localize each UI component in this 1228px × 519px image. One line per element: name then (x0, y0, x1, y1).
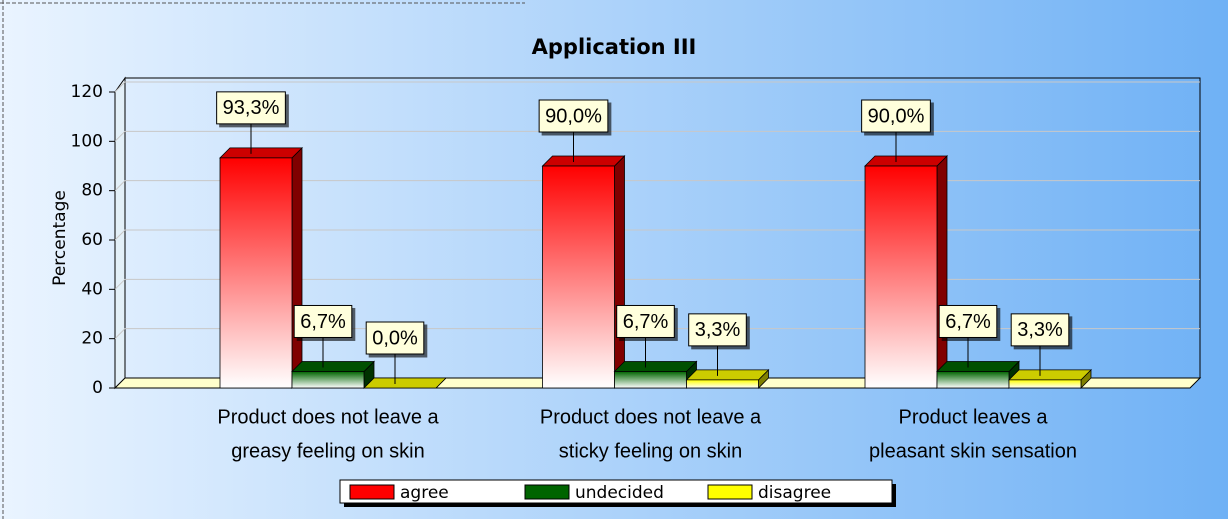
y-tick-label: 20 (81, 329, 103, 349)
bar-top (1008, 369, 1092, 381)
bar (685, 368, 770, 389)
grid-line (114, 229, 1200, 241)
value-label-box (216, 91, 286, 125)
bar-front (219, 157, 293, 389)
bar-front (686, 379, 759, 389)
bar (291, 360, 375, 389)
bar-top (613, 361, 698, 372)
bar-front (936, 371, 1010, 389)
value-label-box (616, 304, 675, 338)
y-tick-label: 120 (71, 82, 103, 102)
value-label: 6,7% (623, 311, 669, 333)
grid-line (114, 180, 1200, 192)
value-label: 6,7% (300, 311, 346, 333)
x-tick-label: Product leaves a (899, 406, 1049, 428)
value-label-box (861, 99, 931, 133)
y-tick-label: 60 (81, 230, 103, 250)
legend-swatch (524, 484, 570, 500)
x-tick-label: Product does not leave a (217, 406, 439, 428)
bar (219, 146, 303, 389)
bar (613, 360, 698, 389)
bar (1008, 368, 1092, 389)
x-tick-label: Product does not leave a (540, 406, 762, 428)
value-label-box (538, 99, 609, 133)
bar-top (685, 369, 770, 381)
grid-line (114, 328, 1200, 340)
value-label: 0,0% (372, 327, 418, 349)
legend-box (339, 479, 893, 504)
value-label-box (1010, 313, 1070, 347)
value-label-box (688, 313, 747, 347)
legend-label: undecided (575, 483, 664, 503)
legend: agree undecided disagree (339, 479, 896, 507)
y-tick-label: 0 (92, 378, 103, 398)
left-wall (114, 76, 126, 390)
bar (936, 360, 1020, 389)
bar (864, 155, 948, 389)
value-label: 90,0% (868, 105, 925, 127)
bar-front (291, 371, 365, 389)
value-label: 3,3% (695, 319, 741, 341)
value-label: 3,3% (1017, 319, 1063, 341)
legend-label: agree (400, 483, 449, 503)
value-label: 6,7% (945, 311, 991, 333)
x-tick-label: sticky feeling on skin (559, 440, 742, 462)
bar-top (541, 155, 626, 167)
y-tick-label: 100 (71, 131, 103, 151)
grid-line (114, 278, 1200, 290)
bar-top (219, 147, 303, 159)
value-label-box (365, 321, 425, 355)
legend-swatch (707, 484, 753, 500)
bar-front (542, 165, 615, 389)
bar-side (614, 155, 625, 389)
value-label: 90,0% (545, 105, 602, 127)
value-label: 93,3% (223, 97, 280, 119)
chart-title: Application III (532, 35, 697, 59)
grid-line (114, 81, 1200, 93)
bar (363, 377, 447, 389)
bar-top (864, 155, 948, 167)
bar-side (936, 155, 948, 389)
value-label-box (938, 304, 998, 338)
bar-front (614, 371, 687, 389)
bar (541, 155, 626, 389)
bar-top (291, 361, 375, 372)
x-tick-label: pleasant skin sensation (869, 440, 1077, 462)
bar-front (864, 165, 938, 389)
bar-front (1008, 379, 1082, 389)
bar-top (936, 361, 1020, 372)
y-tick-label: 40 (81, 279, 103, 299)
bar-top (363, 377, 447, 389)
x-tick-label: greasy feeling on skin (231, 440, 424, 462)
bar-side (291, 146, 303, 389)
legend-swatch (349, 484, 395, 500)
legend-label: disagree (758, 483, 831, 503)
y-axis-label: Percentage (50, 190, 70, 286)
grid-line (114, 130, 1200, 142)
value-label-box (293, 304, 353, 338)
y-tick-label: 80 (81, 181, 103, 201)
